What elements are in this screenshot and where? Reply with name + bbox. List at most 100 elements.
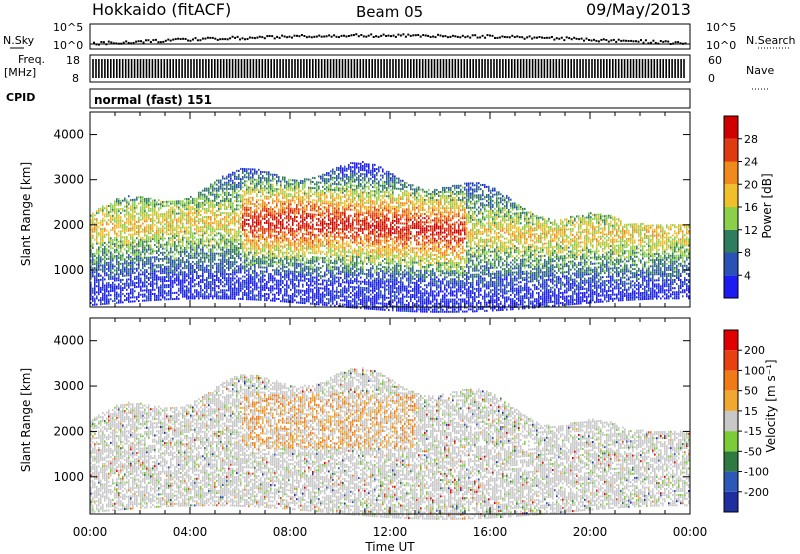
echo-cell bbox=[220, 297, 222, 299]
echo-cell bbox=[180, 273, 182, 275]
echo-cell bbox=[232, 298, 234, 300]
echo-cell bbox=[120, 301, 122, 303]
echo-cell bbox=[100, 263, 102, 265]
echo-cell bbox=[128, 213, 130, 215]
echo-cell bbox=[210, 210, 212, 212]
echo-cell bbox=[230, 273, 232, 275]
echo-cell bbox=[110, 272, 112, 274]
echo-cell bbox=[292, 285, 294, 287]
echo-cell bbox=[290, 234, 292, 236]
echo-cell bbox=[118, 257, 120, 259]
echo-cell bbox=[110, 268, 112, 270]
echo-cell bbox=[268, 253, 270, 255]
echo-cell bbox=[110, 205, 112, 207]
echo-cell bbox=[180, 284, 182, 286]
echo-cell bbox=[224, 237, 226, 239]
echo-cell bbox=[264, 216, 266, 218]
noise-point bbox=[625, 40, 627, 42]
echo-cell bbox=[236, 282, 238, 284]
echo-cell bbox=[122, 301, 124, 303]
echo-cell bbox=[298, 259, 300, 261]
echo-cell bbox=[252, 240, 254, 242]
echo-cell bbox=[210, 271, 212, 273]
echo-cell bbox=[142, 196, 144, 198]
echo-cell bbox=[234, 219, 236, 221]
echo-cell bbox=[144, 204, 146, 206]
echo-cell bbox=[312, 230, 314, 232]
echo-cell bbox=[274, 225, 276, 227]
echo-cell bbox=[200, 198, 202, 200]
echo-cell bbox=[204, 232, 206, 234]
echo-cell bbox=[222, 184, 224, 186]
echo-cell bbox=[266, 238, 268, 240]
echo-cell bbox=[218, 267, 220, 269]
echo-cell bbox=[224, 235, 226, 237]
echo-cell bbox=[238, 239, 240, 241]
echo-cell bbox=[262, 244, 264, 246]
echo-cell bbox=[296, 228, 298, 230]
echo-cell bbox=[224, 200, 226, 202]
echo-cell bbox=[208, 293, 210, 295]
echo-cell bbox=[250, 246, 252, 248]
echo-cell bbox=[232, 288, 234, 290]
echo-cell bbox=[100, 244, 102, 246]
echo-cell bbox=[254, 171, 256, 173]
echo-cell bbox=[168, 270, 170, 272]
echo-cell bbox=[138, 253, 140, 255]
echo-cell bbox=[298, 210, 300, 212]
echo-cell bbox=[204, 190, 206, 192]
echo-cell bbox=[204, 293, 206, 295]
echo-cell bbox=[254, 240, 256, 242]
echo-cell bbox=[200, 285, 202, 287]
echo-cell bbox=[260, 260, 262, 262]
echo-cell bbox=[262, 232, 264, 234]
echo-cell bbox=[164, 296, 166, 298]
echo-cell bbox=[112, 276, 114, 278]
echo-cell bbox=[180, 259, 182, 261]
echo-cell bbox=[220, 283, 222, 285]
echo-cell bbox=[104, 268, 106, 270]
echo-cell bbox=[152, 210, 154, 212]
echo-cell bbox=[310, 252, 312, 254]
echo-cell bbox=[104, 299, 106, 301]
echo-cell bbox=[128, 228, 130, 230]
echo-cell bbox=[162, 248, 164, 250]
noise-point bbox=[645, 39, 647, 41]
echo-cell bbox=[238, 174, 240, 176]
echo-cell bbox=[156, 246, 158, 248]
echo-cell bbox=[174, 268, 176, 270]
echo-cell bbox=[270, 285, 272, 287]
echo-cell bbox=[178, 239, 180, 241]
echo-cell bbox=[124, 200, 126, 202]
echo-cell bbox=[226, 267, 228, 269]
echo-cell bbox=[264, 179, 266, 181]
echo-cell bbox=[240, 253, 242, 255]
echo-cell bbox=[160, 272, 162, 274]
noise-point bbox=[395, 36, 397, 38]
echo-cell bbox=[96, 210, 98, 212]
echo-cell bbox=[92, 300, 94, 302]
echo-cell bbox=[156, 285, 158, 287]
echo-cell bbox=[240, 180, 242, 182]
echo-cell bbox=[256, 262, 258, 264]
echo-cell bbox=[144, 241, 146, 243]
echo-cell bbox=[164, 248, 166, 250]
echo-cell bbox=[158, 209, 160, 211]
noise-point bbox=[610, 39, 612, 41]
echo-cell bbox=[254, 234, 256, 236]
echo-cell bbox=[314, 236, 316, 238]
echo-cell bbox=[310, 272, 312, 274]
echo-cell bbox=[168, 223, 170, 225]
echo-cell bbox=[304, 209, 306, 211]
echo-cell bbox=[270, 241, 272, 243]
echo-cell bbox=[264, 242, 266, 244]
echo-cell bbox=[220, 253, 222, 255]
echo-cell bbox=[194, 269, 196, 271]
echo-cell bbox=[150, 230, 152, 232]
echo-cell bbox=[212, 236, 214, 238]
echo-cell bbox=[278, 211, 280, 213]
echo-cell bbox=[274, 178, 276, 180]
echo-cell bbox=[144, 279, 146, 281]
echo-cell bbox=[224, 283, 226, 285]
echo-cell bbox=[168, 286, 170, 288]
